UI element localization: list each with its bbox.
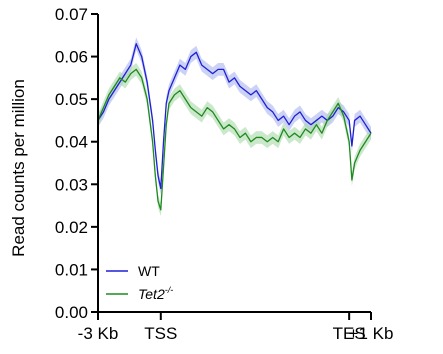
legend: WT Tet2-/- (106, 263, 173, 302)
x-tick-label: -3 Kb (78, 324, 119, 343)
legend-label-0: WT (138, 263, 160, 279)
y-tick-label: 0.07 (55, 5, 88, 24)
x-tick-label: +1 Kb (349, 324, 394, 343)
y-ticks: 0.00 0.01 0.02 0.03 0.04 0.05 0.06 0.07 (55, 5, 98, 322)
series-lines (97, 43, 372, 211)
series-1-line (97, 68, 372, 211)
x-tick-label: TSS (144, 324, 177, 343)
y-tick-label: 0.03 (55, 175, 88, 194)
x-tick-label: TES (333, 324, 366, 343)
y-tick-label: 0.06 (55, 48, 88, 67)
y-tick-label: 0.05 (55, 90, 88, 109)
y-tick-label: 0.02 (55, 218, 88, 237)
legend-label-1: Tet2-/- (138, 285, 173, 302)
y-axis-label: Read counts per million (9, 79, 28, 257)
y-tick-label: 0.01 (55, 260, 88, 279)
axes (97, 14, 371, 313)
series-1-band (98, 62, 371, 217)
x-ticks: -3 Kb TSS TES+1 Kb (78, 312, 394, 343)
y-tick-label: 0.04 (55, 133, 88, 152)
y-tick-label: 0.00 (55, 303, 88, 322)
confidence-bands (98, 37, 371, 217)
